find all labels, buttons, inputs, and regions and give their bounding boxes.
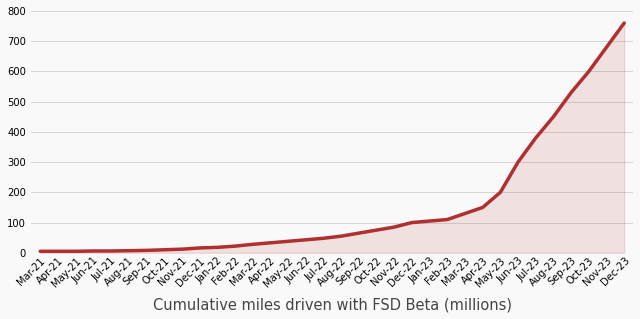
X-axis label: Cumulative miles driven with FSD Beta (millions): Cumulative miles driven with FSD Beta (m… <box>153 297 512 312</box>
